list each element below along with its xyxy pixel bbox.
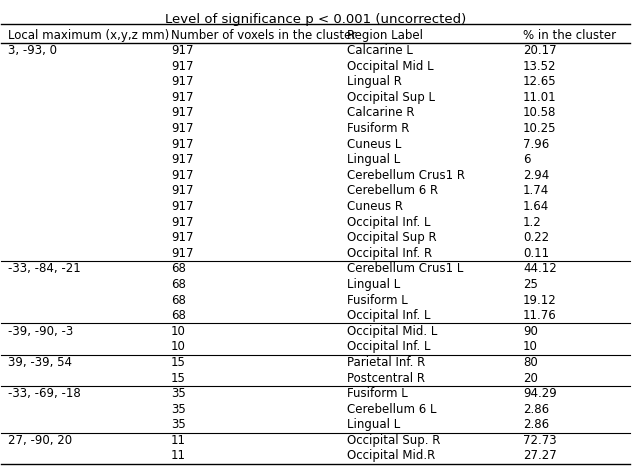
Text: 39, -39, 54: 39, -39, 54: [8, 356, 72, 369]
Text: Calcarine L: Calcarine L: [347, 44, 413, 57]
Text: 0.11: 0.11: [523, 247, 549, 260]
Text: Occipital Sup L: Occipital Sup L: [347, 91, 435, 104]
Text: 1.2: 1.2: [523, 216, 541, 228]
Text: 20: 20: [523, 372, 538, 385]
Text: 68: 68: [171, 294, 186, 307]
Text: % in the cluster: % in the cluster: [523, 28, 616, 42]
Text: 35: 35: [171, 387, 186, 400]
Text: 27.27: 27.27: [523, 449, 557, 463]
Text: Fusiform L: Fusiform L: [347, 387, 408, 400]
Text: Occipital Inf. R: Occipital Inf. R: [347, 247, 432, 260]
Text: 7.96: 7.96: [523, 138, 549, 151]
Text: 3, -93, 0: 3, -93, 0: [8, 44, 57, 57]
Text: 917: 917: [171, 75, 193, 88]
Text: 917: 917: [171, 247, 193, 260]
Text: -33, -69, -18: -33, -69, -18: [8, 387, 81, 400]
Text: 10: 10: [171, 341, 186, 353]
Text: 10: 10: [171, 325, 186, 338]
Text: 15: 15: [171, 356, 186, 369]
Text: Cerebellum 6 L: Cerebellum 6 L: [347, 403, 436, 416]
Text: Postcentral R: Postcentral R: [347, 372, 425, 385]
Text: Lingual L: Lingual L: [347, 278, 400, 291]
Text: 917: 917: [171, 169, 193, 182]
Text: 10: 10: [523, 341, 538, 353]
Text: 10.58: 10.58: [523, 106, 556, 120]
Text: 25: 25: [523, 278, 538, 291]
Text: Calcarine R: Calcarine R: [347, 106, 415, 120]
Text: Fusiform L: Fusiform L: [347, 294, 408, 307]
Text: 917: 917: [171, 231, 193, 244]
Text: 917: 917: [171, 138, 193, 151]
Text: 917: 917: [171, 44, 193, 57]
Text: 15: 15: [171, 372, 186, 385]
Text: Lingual R: Lingual R: [347, 75, 402, 88]
Text: Local maximum (x,y,z mm): Local maximum (x,y,z mm): [8, 28, 169, 42]
Text: 11.76: 11.76: [523, 309, 557, 322]
Text: 917: 917: [171, 60, 193, 73]
Text: 72.73: 72.73: [523, 434, 557, 447]
Text: 20.17: 20.17: [523, 44, 557, 57]
Text: 19.12: 19.12: [523, 294, 557, 307]
Text: 2.86: 2.86: [523, 403, 549, 416]
Text: 35: 35: [171, 418, 186, 431]
Text: 2.86: 2.86: [523, 418, 549, 431]
Text: 2.94: 2.94: [523, 169, 549, 182]
Text: 917: 917: [171, 153, 193, 166]
Text: -39, -90, -3: -39, -90, -3: [8, 325, 73, 338]
Text: Cuneus R: Cuneus R: [347, 200, 403, 213]
Text: Cuneus L: Cuneus L: [347, 138, 401, 151]
Text: 1.64: 1.64: [523, 200, 549, 213]
Text: Occipital Mid L: Occipital Mid L: [347, 60, 434, 73]
Text: Cerebellum Crus1 L: Cerebellum Crus1 L: [347, 263, 463, 275]
Text: 917: 917: [171, 216, 193, 228]
Text: 10.25: 10.25: [523, 122, 556, 135]
Text: -33, -84, -21: -33, -84, -21: [8, 263, 81, 275]
Text: Region Label: Region Label: [347, 28, 423, 42]
Text: 90: 90: [523, 325, 538, 338]
Text: Cerebellum Crus1 R: Cerebellum Crus1 R: [347, 169, 465, 182]
Text: Fusiform R: Fusiform R: [347, 122, 410, 135]
Text: 94.29: 94.29: [523, 387, 557, 400]
Text: Occipital Inf. L: Occipital Inf. L: [347, 341, 431, 353]
Text: 0.22: 0.22: [523, 231, 549, 244]
Text: 11.01: 11.01: [523, 91, 557, 104]
Text: 68: 68: [171, 278, 186, 291]
Text: Occipital Inf. L: Occipital Inf. L: [347, 309, 431, 322]
Text: 6: 6: [523, 153, 531, 166]
Text: 80: 80: [523, 356, 538, 369]
Text: 11: 11: [171, 449, 186, 463]
Text: 12.65: 12.65: [523, 75, 557, 88]
Text: 44.12: 44.12: [523, 263, 557, 275]
Text: 917: 917: [171, 122, 193, 135]
Text: Occipital Sup. R: Occipital Sup. R: [347, 434, 440, 447]
Text: 68: 68: [171, 309, 186, 322]
Text: 917: 917: [171, 106, 193, 120]
Text: Cerebellum 6 R: Cerebellum 6 R: [347, 184, 438, 197]
Text: 1.74: 1.74: [523, 184, 549, 197]
Text: Occipital Sup R: Occipital Sup R: [347, 231, 436, 244]
Text: Lingual L: Lingual L: [347, 153, 400, 166]
Text: Parietal Inf. R: Parietal Inf. R: [347, 356, 425, 369]
Text: Level of significance p < 0.001 (uncorrected): Level of significance p < 0.001 (uncorre…: [165, 13, 466, 26]
Text: Number of voxels in the cluster: Number of voxels in the cluster: [171, 28, 356, 42]
Text: 11: 11: [171, 434, 186, 447]
Text: 917: 917: [171, 91, 193, 104]
Text: 68: 68: [171, 263, 186, 275]
Text: 13.52: 13.52: [523, 60, 556, 73]
Text: 917: 917: [171, 184, 193, 197]
Text: 35: 35: [171, 403, 186, 416]
Text: 917: 917: [171, 200, 193, 213]
Text: Occipital Inf. L: Occipital Inf. L: [347, 216, 431, 228]
Text: Occipital Mid.R: Occipital Mid.R: [347, 449, 435, 463]
Text: 27, -90, 20: 27, -90, 20: [8, 434, 72, 447]
Text: Occipital Mid. L: Occipital Mid. L: [347, 325, 437, 338]
Text: Lingual L: Lingual L: [347, 418, 400, 431]
